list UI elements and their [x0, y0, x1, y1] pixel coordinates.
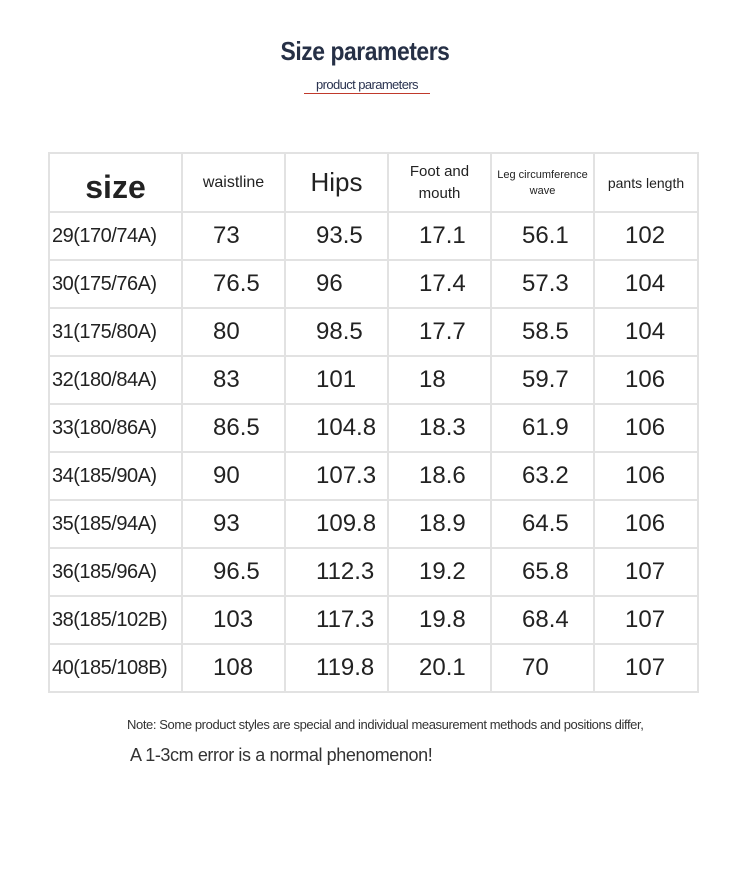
note: A 1-3cm error is a normal phenomenon!: [130, 745, 433, 765]
table-cell: 38(185/102B): [48, 595, 183, 645]
table-cell: 90: [181, 451, 286, 501]
table-cell: 35(185/94A): [48, 499, 183, 549]
table-cell: 58.5: [490, 307, 595, 357]
table-row: 30(175/76A) 76.5 96 17.4 57.3 104: [48, 259, 699, 309]
table-row: 32(180/84A) 83 101 18 59.7 106: [48, 355, 699, 405]
table-cell: 18.9: [387, 499, 492, 549]
table-row: 34(185/90A) 90 107.3 18.6 63.2 106: [48, 451, 699, 501]
table-cell: 103: [181, 595, 286, 645]
table-cell: 104: [593, 259, 699, 309]
table-cell: 76.5: [181, 259, 286, 309]
column-header: pants length: [593, 152, 699, 213]
size-table: size waistline Hips Foot and mouth Leg circu…: [48, 152, 699, 693]
table-cell: 18: [387, 355, 492, 405]
table-cell: 19.2: [387, 547, 492, 597]
table-cell: 20.1: [387, 643, 492, 693]
table-cell: 104: [593, 307, 699, 357]
table-cell: 31(175/80A): [48, 307, 183, 357]
table-cell: 102: [593, 211, 699, 261]
table-cell: 68.4: [490, 595, 595, 645]
table-cell: 19.8: [387, 595, 492, 645]
table-cell: 107: [593, 643, 699, 693]
table-cell: 98.5: [284, 307, 389, 357]
table-row: 33(180/86A) 86.5 104.8 18.3 61.9 106: [48, 403, 699, 453]
table-cell: 32(180/84A): [48, 355, 183, 405]
table-cell: 109.8: [284, 499, 389, 549]
table-cell: 65.8: [490, 547, 595, 597]
table-cell: 107: [593, 547, 699, 597]
table-row: 38(185/102B) 103 117.3 19.8 68.4 107: [48, 595, 699, 645]
table-cell: 86.5: [181, 403, 286, 453]
table-cell: 17.4: [387, 259, 492, 309]
column-header: Hips: [284, 152, 389, 213]
table-cell: 117.3: [284, 595, 389, 645]
table-cell: 36(185/96A): [48, 547, 183, 597]
table-cell: 33(180/86A): [48, 403, 183, 453]
note: Note: Some product styles are special an…: [127, 717, 644, 732]
column-header: Leg circumference wave: [490, 152, 595, 213]
table-cell: 93.5: [284, 211, 389, 261]
table-cell: 96: [284, 259, 389, 309]
table-cell: 107: [593, 595, 699, 645]
table-cell: 56.1: [490, 211, 595, 261]
table-cell: 30(175/76A): [48, 259, 183, 309]
table-cell: 29(170/74A): [48, 211, 183, 261]
title: Size parameters: [280, 36, 450, 66]
column-header: size: [48, 152, 183, 213]
table-cell: 64.5: [490, 499, 595, 549]
table-cell: 112.3: [284, 547, 389, 597]
table-cell: 73: [181, 211, 286, 261]
header-row: size waistline Hips Foot and mouth Leg circu…: [48, 152, 699, 213]
table-cell: 107.3: [284, 451, 389, 501]
table-cell: 106: [593, 451, 699, 501]
table-row: 31(175/80A) 80 98.5 17.7 58.5 104: [48, 307, 699, 357]
table-cell: 106: [593, 499, 699, 549]
table-cell: 96.5: [181, 547, 286, 597]
table-cell: 63.2: [490, 451, 595, 501]
table-body: 29(170/74A) 73 93.5 17.1 56.1 102 30(175/76A) 7…: [48, 211, 699, 693]
table-cell: 70: [490, 643, 595, 693]
table-cell: 57.3: [490, 259, 595, 309]
column-header: Foot and mouth: [387, 152, 492, 213]
table-cell: 61.9: [490, 403, 595, 453]
table-cell: 106: [593, 403, 699, 453]
table-cell: 119.8: [284, 643, 389, 693]
table-cell: 17.7: [387, 307, 492, 357]
table-cell: 40(185/108B): [48, 643, 183, 693]
table-cell: 106: [593, 355, 699, 405]
table-cell: 83: [181, 355, 286, 405]
table-row: 40(185/108B) 108 119.8 20.1 70 107: [48, 643, 699, 693]
table-cell: 59.7: [490, 355, 595, 405]
table-cell: 93: [181, 499, 286, 549]
table-row: 29(170/74A) 73 93.5 17.1 56.1 102: [48, 211, 699, 261]
table-cell: 18.6: [387, 451, 492, 501]
table-row: 35(185/94A) 93 109.8 18.9 64.5 106: [48, 499, 699, 549]
table-cell: 80: [181, 307, 286, 357]
table-cell: 17.1: [387, 211, 492, 261]
column-header: waistline: [181, 152, 286, 213]
subtitle: product parameters: [304, 77, 430, 94]
table-cell: 34(185/90A): [48, 451, 183, 501]
table-row: 36(185/96A) 96.5 112.3 19.2 65.8 107: [48, 547, 699, 597]
table-cell: 104.8: [284, 403, 389, 453]
table-cell: 108: [181, 643, 286, 693]
table-cell: 101: [284, 355, 389, 405]
table-cell: 18.3: [387, 403, 492, 453]
